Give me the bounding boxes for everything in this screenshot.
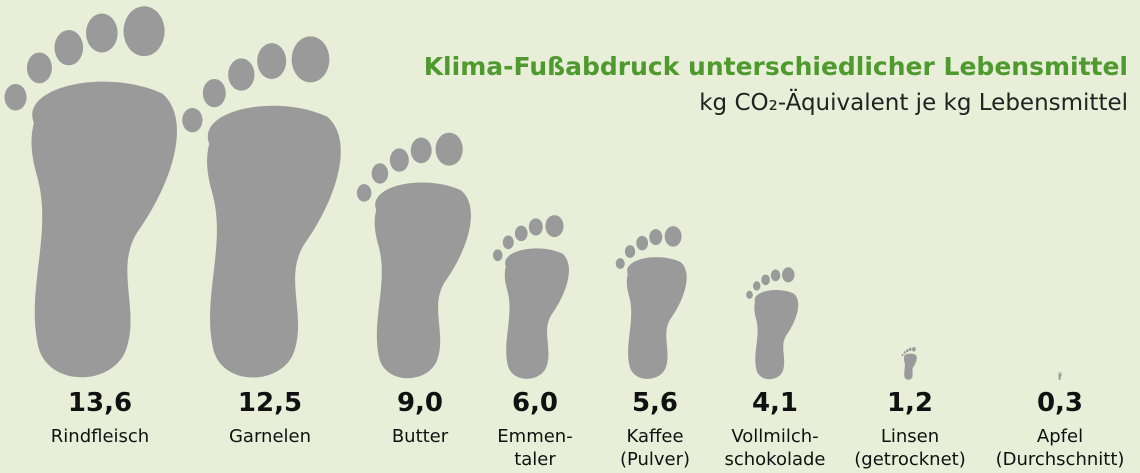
category-label: Butter [391, 426, 449, 447]
value-label: 9,0 [396, 388, 444, 418]
footprint-toe [752, 281, 761, 291]
value-label: 1,2 [886, 388, 934, 418]
value-label: 12,5 [237, 388, 303, 418]
footprint-toe [761, 274, 770, 286]
value-label: 5,6 [631, 388, 679, 418]
footprint-toe [912, 347, 916, 352]
chart-title: Klima-Fußabdruck unterschiedlicher Leben… [423, 52, 1128, 81]
category-label: Emmen- taler [497, 426, 573, 470]
chart-subtitle: kg CO₂-Äquivalent je kg Lebensmittel [699, 90, 1128, 116]
footprint-toe [624, 245, 636, 258]
footprint [492, 215, 569, 379]
footprint-toe [1058, 372, 1060, 374]
category-label: Linsen (getrocknet) [854, 426, 966, 470]
category-label: Vollmilch- schokolade [724, 426, 826, 470]
footprint-toe [371, 163, 389, 184]
value-label: 6,0 [511, 388, 559, 418]
category-label: Apfel (Durchschnitt) [995, 426, 1125, 470]
footprint-toe [782, 267, 795, 283]
footprint-sole [374, 182, 471, 379]
footprint-sole [31, 81, 177, 378]
footprint-toe [770, 269, 781, 282]
footprint-toe [905, 349, 909, 353]
footprint-toe [664, 226, 682, 247]
footprint-toe [746, 290, 753, 299]
footprint [356, 132, 471, 379]
footprint-toe [4, 84, 27, 111]
footprint-sole [1058, 373, 1062, 380]
footprint-toe [182, 107, 203, 133]
footprint-toe [636, 235, 649, 251]
footprint-toe [908, 347, 912, 352]
footprint-toe [291, 36, 330, 83]
footprint-toe [615, 258, 625, 270]
category-label: Rindfleisch [50, 426, 150, 447]
footprint-toe [257, 43, 287, 79]
footprint-sole [903, 353, 917, 380]
footprint-toe [514, 225, 528, 242]
footprint-toe [1060, 371, 1062, 373]
footprint-toe [492, 249, 503, 262]
category-label: Garnelen [228, 426, 312, 447]
footprint-toe [356, 184, 372, 202]
footprint [615, 226, 687, 379]
footprint [182, 36, 341, 378]
footprint-sole [754, 290, 799, 380]
footprint-toe [545, 215, 564, 238]
category-label: Kaffee (Pulver) [619, 426, 691, 470]
footprint-sole [626, 257, 687, 379]
footprint-toe [86, 13, 118, 53]
footprint-toe [502, 235, 514, 250]
footprint-toe [649, 229, 663, 246]
footprint [901, 347, 917, 380]
footprint-sole [207, 105, 341, 378]
value-label: 4,1 [751, 388, 799, 418]
footprint-toe [228, 58, 255, 91]
footprint [1057, 371, 1062, 380]
footprint-toe [202, 78, 226, 108]
footprint [746, 267, 799, 380]
footprint-toe [389, 148, 409, 172]
footprint-toe [54, 30, 84, 66]
footprint-toe [123, 6, 165, 57]
footprint-toe [903, 351, 906, 354]
footprint-toe [1058, 372, 1059, 374]
footprint-toe [435, 132, 463, 166]
footprint-sole [504, 248, 569, 379]
value-label: 13,6 [67, 388, 133, 418]
footprint [4, 6, 177, 378]
footprint-toe [410, 137, 432, 164]
value-label: 0,3 [1036, 388, 1084, 418]
footprint-toe [528, 218, 543, 236]
footprint-toe [26, 52, 52, 84]
footprint-toe [1059, 371, 1061, 373]
footprint-toe [901, 353, 904, 357]
